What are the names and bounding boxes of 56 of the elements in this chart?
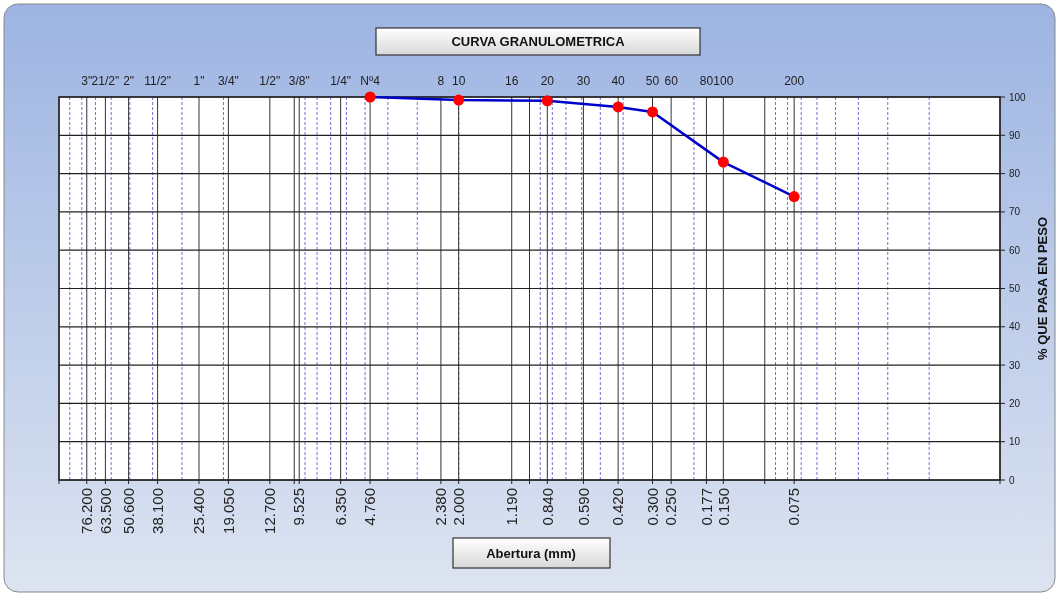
text: 3/8"	[288, 74, 310, 88]
y-tick-label: 60	[1009, 244, 1021, 256]
x-tick-label: 0.075	[785, 488, 803, 526]
text: 80	[699, 74, 714, 88]
x-tick-label: 0.150	[714, 488, 732, 526]
text: 200	[784, 74, 805, 88]
x-tick-label: 12.700	[261, 488, 279, 534]
text: 8	[437, 74, 445, 88]
y-tick-label: 0	[1009, 474, 1015, 486]
x-tick-label: 50.600	[119, 488, 137, 534]
text: 50	[645, 74, 660, 88]
x-tick-label: 0.177	[697, 488, 715, 526]
x-tick-label: 76.200	[78, 488, 96, 534]
x-tick-label: 0.840	[538, 488, 556, 526]
y-tick-label: 90	[1009, 129, 1021, 141]
y-tick-label: 30	[1009, 359, 1021, 371]
text: Nº4	[360, 74, 381, 88]
text: 60	[664, 74, 679, 88]
y-axis-title: % QUE PASA EN PESO	[1035, 216, 1050, 361]
y-tick-label: 50	[1009, 283, 1021, 294]
text: 1"	[193, 74, 205, 88]
text: 11/2"	[144, 74, 171, 88]
text: 30	[576, 74, 591, 88]
x-tick-label: 2.380	[432, 488, 450, 526]
x-tick-label: 0.590	[574, 488, 592, 526]
text: 40	[611, 74, 626, 88]
text: 21/2"	[91, 74, 120, 88]
x-tick-label: 6.350	[331, 488, 349, 526]
text: 3/4"	[217, 74, 239, 88]
x-tick-label: 2.000	[449, 488, 467, 526]
x-tick-label: 9.525	[290, 488, 308, 526]
text: 3"	[81, 74, 93, 88]
text: 10	[452, 74, 466, 88]
x-tick-label: 4.760	[361, 488, 379, 526]
y-tick-label: 40	[1009, 321, 1021, 333]
x-tick-label: 1.190	[502, 488, 520, 526]
y-tick-label: 80	[1009, 168, 1021, 180]
y-tick-label: 100	[1009, 91, 1027, 103]
y-tick-label: 10	[1009, 436, 1021, 448]
chart-title: CURVA GRANULOMETRICA	[451, 34, 626, 49]
x-tick-label: 0.300	[643, 488, 661, 526]
x-tick-label: 0.250	[662, 488, 680, 526]
text: 2"	[123, 74, 135, 88]
text: 1/2"	[259, 74, 281, 88]
text: 20	[540, 74, 555, 88]
x-tick-label: 0.420	[609, 488, 627, 526]
text: 100	[713, 74, 734, 88]
x-tick-label: 25.400	[190, 488, 208, 534]
x-tick-label: 63.500	[96, 488, 114, 534]
x-tick-label: 38.100	[148, 488, 166, 534]
y-tick-label: 70	[1009, 206, 1021, 218]
y-tick-label: 20	[1009, 397, 1021, 409]
text: 1/4"	[330, 74, 352, 88]
x-tick-label: 19.050	[219, 488, 237, 534]
x-axis-title: Abertura (mm)	[486, 546, 576, 561]
text: 16	[505, 74, 519, 88]
